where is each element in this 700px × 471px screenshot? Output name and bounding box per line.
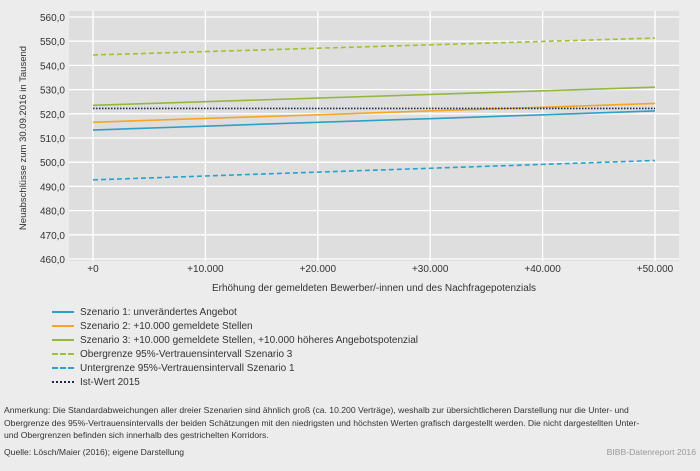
legend-swatch <box>52 381 74 383</box>
x-tick-label: +30.000 <box>412 264 449 275</box>
legend-swatch <box>52 339 74 341</box>
series-line-5 <box>92 159 656 181</box>
legend-item: Szenario 1: unverändertes Angebot <box>52 305 418 319</box>
legend-swatch <box>52 353 74 355</box>
legend-swatch <box>52 325 74 327</box>
y-tick-label: 510,0 <box>40 134 65 145</box>
line-chart: 460,0 470,0 480,0 490,0 500,0 510,0 520,0 530,0… <box>18 11 679 294</box>
series-line-4 <box>92 37 656 56</box>
legend-item: Ist-Wert 2015 <box>52 375 418 389</box>
legend-label: Untergrenze 95%-Vertrauensintervall Szen… <box>80 362 295 374</box>
y-tick-label: 500,0 <box>40 158 65 169</box>
legend-label: Szenario 2: +10.000 gemeldete Stellen <box>80 320 253 332</box>
source: Quelle: Lösch/Maier (2016); eigene Darst… <box>4 447 185 457</box>
y-tick-label: 490,0 <box>40 182 65 193</box>
chart-note: Anmerkung: Die Standardabweichungen alle… <box>4 405 640 440</box>
series-line-1 <box>92 110 656 131</box>
y-tick-label: 540,0 <box>40 61 65 72</box>
brand-label: BIBB-Datenreport 2016 <box>606 447 696 457</box>
y-tick-label: 560,0 <box>40 13 65 24</box>
x-tick-label: +40.000 <box>524 264 561 275</box>
plot-area <box>69 11 679 261</box>
x-tick-label: +50.000 <box>637 264 674 275</box>
x-tick-label: +0 <box>87 264 99 275</box>
legend-label: Obergrenze 95%-Vertrauensintervall Szena… <box>80 348 293 360</box>
y-tick-label: 530,0 <box>40 86 65 97</box>
series-line-3 <box>92 86 656 107</box>
series-line-2 <box>92 102 656 124</box>
legend-item: Obergrenze 95%-Vertrauensintervall Szena… <box>52 347 418 361</box>
x-axis-label: Erhöhung der gemeldeten Bewerber/-innen … <box>212 283 536 294</box>
y-tick-label: 520,0 <box>40 110 65 121</box>
y-tick-label: 460,0 <box>40 255 65 266</box>
legend: Szenario 1: unverändertes Angebot Szenari… <box>52 305 418 389</box>
legend-item: Untergrenze 95%-Vertrauensintervall Szen… <box>52 361 418 375</box>
legend-label: Szenario 1: unverändertes Angebot <box>80 306 237 318</box>
x-tick-label: +10.000 <box>187 264 224 275</box>
legend-swatch <box>52 367 74 369</box>
x-tick-label: +20.000 <box>300 264 337 275</box>
legend-swatch <box>52 311 74 313</box>
y-tick-label: 550,0 <box>40 37 65 48</box>
y-tick-label: 480,0 <box>40 207 65 218</box>
legend-item: Szenario 3: +10.000 gemeldete Stellen, +… <box>52 333 418 347</box>
legend-label: Ist-Wert 2015 <box>80 376 140 388</box>
y-axis-label: Neuabschlüsse zum 30.09.2016 in Tausend <box>18 46 29 230</box>
y-tick-label: 470,0 <box>40 231 65 242</box>
legend-label: Szenario 3: +10.000 gemeldete Stellen, +… <box>80 334 419 346</box>
legend-item: Szenario 2: +10.000 gemeldete Stellen <box>52 319 418 333</box>
